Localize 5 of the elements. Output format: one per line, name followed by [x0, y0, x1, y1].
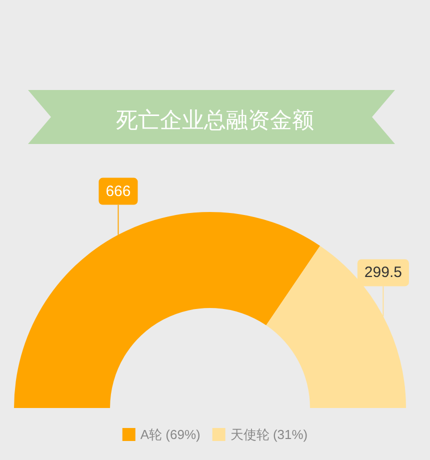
- legend-label: 天使轮 (31%): [230, 427, 308, 442]
- legend-label: A轮 (69%): [140, 427, 200, 442]
- data-label: 666: [106, 182, 131, 200]
- data-label: 299.5: [364, 264, 402, 282]
- chart-title: 死亡企业总融资金额: [116, 108, 314, 132]
